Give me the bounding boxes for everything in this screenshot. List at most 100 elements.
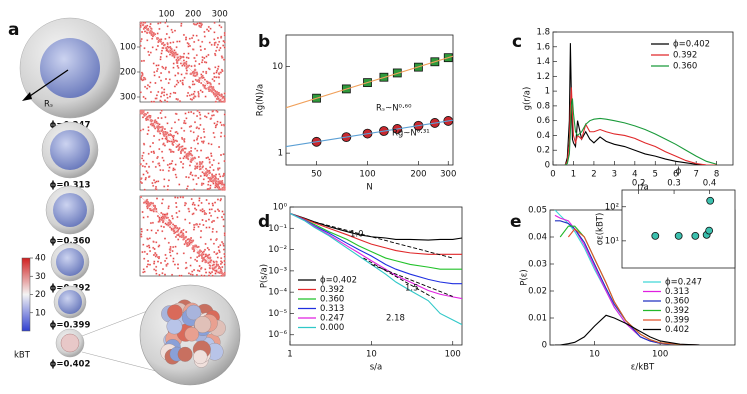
x-axis-label: N	[366, 183, 372, 193]
x-tick-label: 2	[591, 170, 596, 180]
y-tick-label: 10⁻²	[268, 245, 287, 255]
y-tick-label: 10⁻⁴	[268, 288, 287, 298]
contact-dots	[139, 109, 226, 191]
legend-label: 0.360	[665, 297, 689, 307]
contact-dots	[139, 195, 226, 277]
x-tick-label: 100	[652, 350, 668, 360]
annotation: 1.5	[405, 284, 419, 294]
x-axis-label: r/a	[637, 183, 649, 193]
guide-line	[363, 257, 435, 299]
panel-label: c	[512, 32, 522, 52]
y-tick-label: 10⁻³	[268, 266, 287, 276]
x-tick-label: 0	[550, 170, 555, 180]
legend-label: 0.313	[665, 287, 689, 297]
chromatin-blob	[53, 193, 87, 227]
radius-arrow	[26, 69, 69, 99]
annotation: 1.0	[350, 230, 364, 240]
panel-label: a	[8, 20, 19, 40]
x-tick-label: 5	[653, 170, 658, 180]
phi-label: ϕ=0.399	[50, 321, 91, 331]
map-tick-label: 300	[212, 10, 228, 20]
colorbar-label: kBT	[14, 351, 31, 361]
series-line	[286, 55, 453, 109]
phi-label: ϕ=0.402	[50, 360, 91, 370]
contact-dots	[139, 21, 226, 103]
legend-label: ϕ=0.402	[320, 276, 357, 286]
y-tick-label: 1	[545, 87, 550, 97]
sphere-core	[60, 333, 80, 353]
y-tick-label: 10	[272, 62, 283, 72]
y-axis-label: P(ε)	[520, 269, 530, 285]
x-axis-label: ϕ	[676, 167, 682, 177]
legend-label: ϕ=0.402	[673, 40, 710, 50]
legend-label: 0.360	[673, 62, 697, 72]
marker	[674, 231, 683, 240]
zoom-line	[81, 309, 151, 337]
legend-label: 0.247	[320, 314, 344, 324]
legend-label: 0.392	[320, 285, 344, 295]
series-line	[564, 87, 717, 165]
x-axis-label: ε/kBT	[631, 363, 655, 373]
y-tick-label: 0.03	[528, 260, 547, 270]
x-tick-label: 8	[714, 170, 719, 180]
marker	[706, 196, 715, 205]
y-tick-label: 10⁻¹	[268, 224, 287, 234]
radius-label: Rₛ	[44, 100, 53, 110]
colorbar	[21, 257, 31, 332]
y-tick-label: 0.4	[536, 131, 550, 141]
x-tick-label: 1	[287, 350, 292, 360]
x-tick-label: 10	[589, 350, 600, 360]
x-tick-label: 100	[445, 350, 461, 360]
y-tick-label: 0.05	[528, 206, 547, 216]
x-tick-label: 50	[311, 170, 322, 180]
x-tick-label: 4	[632, 170, 637, 180]
legend-label: 0.000	[320, 323, 344, 333]
monomer	[167, 304, 183, 321]
x-tick-label: 0.3	[667, 179, 681, 189]
series-line	[290, 212, 462, 270]
y-tick-label: 1.6	[536, 42, 550, 52]
series-line	[564, 98, 717, 165]
y-tick-label: 10⁻⁵	[268, 309, 287, 319]
y-tick-label: 0	[542, 341, 547, 351]
y-axis-label: g(r/a)	[523, 87, 533, 111]
y-tick-label: 0.02	[528, 287, 547, 297]
x-tick-label: 10	[366, 350, 377, 360]
annotation: Rg~N⁰·³¹	[392, 129, 430, 139]
y-tick-label: 10²	[605, 202, 619, 212]
y-tick-label: 1.2	[536, 72, 550, 82]
colorbar-tick-label: 10	[35, 308, 46, 318]
map-tick-label: 300	[120, 93, 136, 103]
y-tick-label: 0.6	[536, 116, 550, 126]
legend-label: 0.392	[665, 306, 689, 316]
map-tick-label: 200	[185, 10, 201, 20]
x-tick-label: 200	[410, 170, 426, 180]
y-axis-label: Rg(N)/a	[256, 84, 266, 116]
panel-label: d	[258, 212, 270, 232]
y-tick-label: 10¹	[605, 236, 619, 246]
x-tick-label: 0.2	[632, 179, 646, 189]
x-tick-label: 300	[440, 170, 456, 180]
colorbar-tick-label: 20	[35, 290, 46, 300]
series-line	[286, 119, 453, 148]
colorbar-tick-label: 40	[35, 254, 46, 264]
phi-label: ϕ=0.313	[50, 181, 91, 191]
marker	[705, 226, 714, 235]
y-tick-label: 0.8	[536, 101, 550, 111]
series-line	[290, 212, 462, 300]
arrow-head	[22, 92, 32, 101]
y-tick-label: 1	[278, 149, 283, 159]
y-tick-label: 1.4	[536, 57, 550, 67]
legend-label: 0.360	[320, 295, 344, 305]
annotation: Rₛ~N⁰·⁶⁰	[376, 104, 412, 114]
x-tick-label: 100	[359, 170, 375, 180]
x-axis-label: s/a	[370, 363, 383, 373]
monomer	[184, 326, 199, 342]
x-tick-label: 3	[612, 170, 617, 180]
chromatin-blob	[40, 38, 100, 98]
annotation: 2.18	[386, 314, 405, 324]
y-tick-label: 0.01	[528, 314, 547, 324]
legend-label: ϕ=0.247	[665, 278, 702, 288]
map-tick-label: 100	[120, 43, 136, 53]
